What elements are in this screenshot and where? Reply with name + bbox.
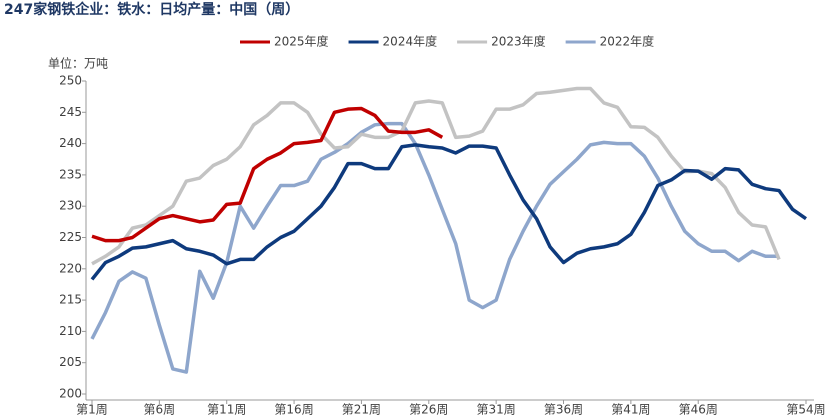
x-tick-label: 第6周 (144, 403, 176, 417)
y-tick-label: 245 (59, 105, 82, 119)
x-tick-label: 第21周 (342, 403, 381, 417)
y-tick-label: 235 (59, 167, 82, 181)
y-tick-label: 240 (59, 136, 82, 150)
y-tick-label: 205 (59, 355, 82, 369)
y-tick-label: 200 (59, 387, 82, 401)
legend-label: 2022年度 (600, 34, 655, 49)
y-tick-label: 225 (59, 230, 82, 244)
y-axis-label: 单位：万吨 (48, 56, 108, 71)
series-line (91, 86, 781, 266)
y-tick-label: 220 (59, 261, 82, 275)
series-line (90, 143, 808, 281)
x-tick-label: 第1周 (76, 403, 108, 417)
series-line (90, 121, 780, 374)
x-tick-label: 第11周 (207, 403, 246, 417)
chart-title: 247家钢铁企业：铁水：日均产量：中国（周） (4, 1, 299, 18)
x-tick-label: 第46周 (679, 403, 718, 417)
x-tick-label: 第36周 (544, 403, 583, 417)
x-tick-label: 第31周 (477, 403, 516, 417)
legend-label: 2024年度 (383, 34, 438, 49)
x-tick-label: 第16周 (274, 403, 313, 417)
series-line (91, 106, 444, 243)
legend-label: 2025年度 (274, 34, 329, 49)
y-tick-label: 230 (59, 199, 82, 213)
x-tick-label: 第54周 (786, 403, 825, 417)
legend-label: 2023年度 (491, 34, 546, 49)
x-tick-label: 第41周 (611, 403, 650, 417)
y-tick-label: 215 (59, 293, 82, 307)
x-tick-label: 第26周 (409, 403, 448, 417)
y-tick-label: 250 (59, 74, 82, 88)
y-tick-label: 210 (59, 324, 82, 338)
